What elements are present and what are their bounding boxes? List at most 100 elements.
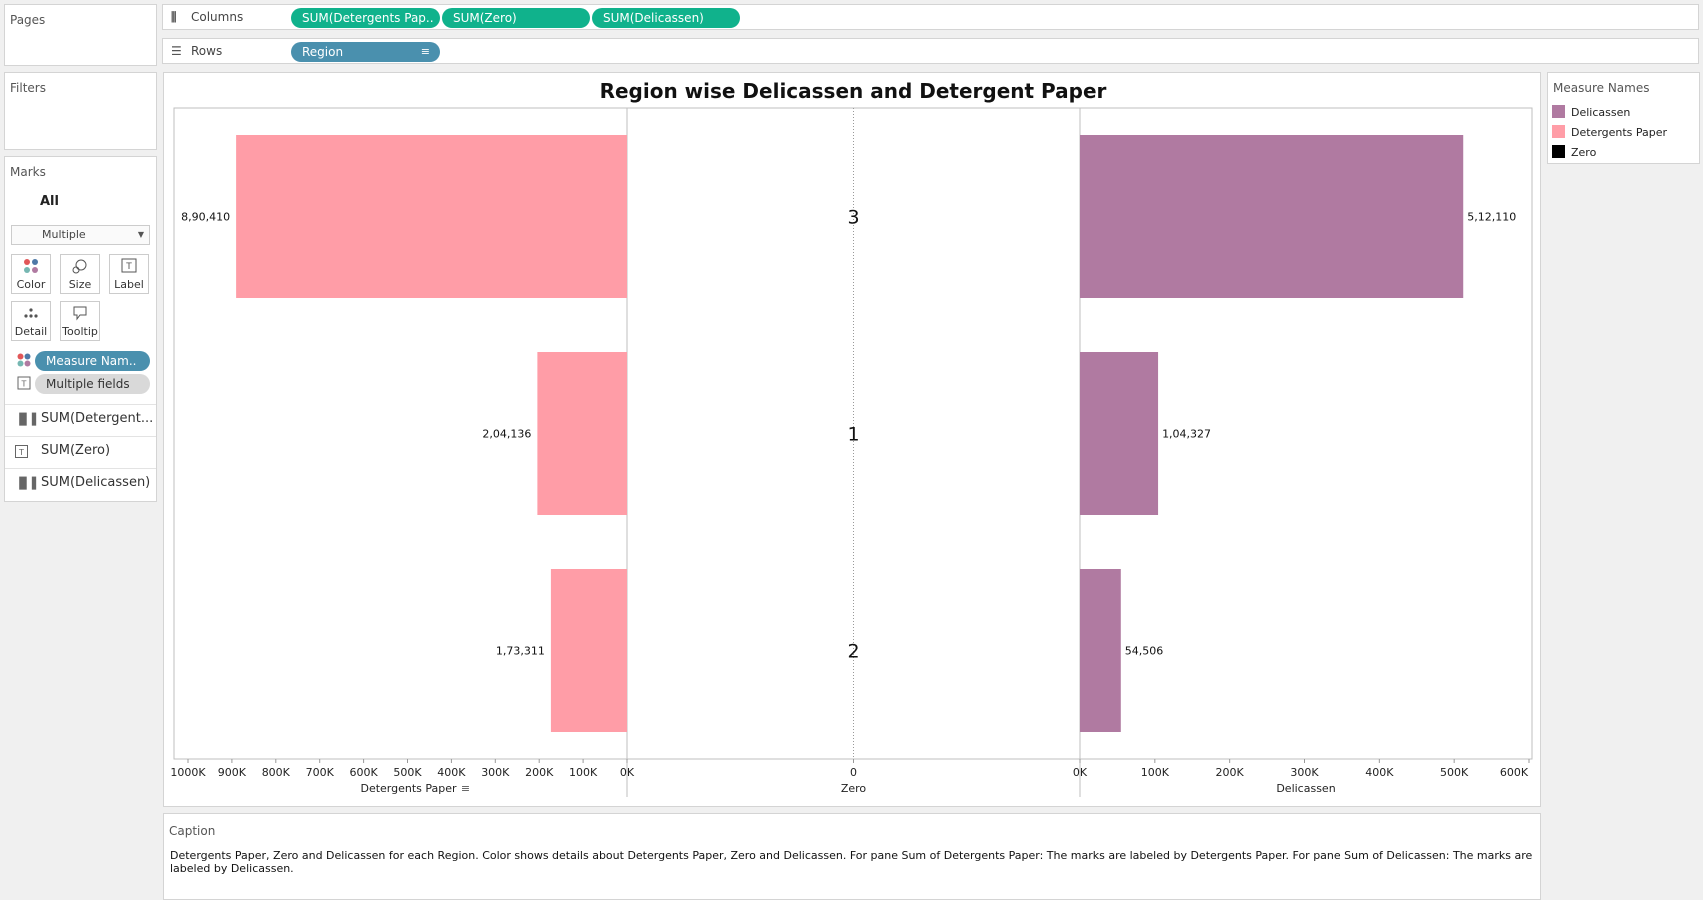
axis-title-zero: Zero: [841, 782, 867, 795]
color-encoding-icon: [17, 352, 31, 371]
marks-title: Marks: [10, 165, 46, 179]
multiple-fields-pill-label: Multiple fields: [46, 377, 130, 391]
row-pill-region-label: Region: [302, 45, 344, 59]
columns-label-text: Columns: [191, 10, 244, 24]
bar-delicassen: [1080, 569, 1121, 732]
sort-icon: ≡: [461, 782, 470, 795]
bar-icon: ▐▍▌: [15, 477, 41, 490]
legend-item-detergents[interactable]: Detergents Paper: [1552, 125, 1667, 139]
axis-tick-label: 500K: [393, 766, 422, 779]
filters-card[interactable]: Filters: [4, 72, 157, 150]
legend-label-detergents: Detergents Paper: [1571, 126, 1668, 139]
region-label: 1: [847, 424, 859, 446]
field-zero-label: SUM(Zero): [41, 443, 111, 458]
mark-type-dropdown[interactable]: Multiple ▼: [11, 225, 150, 245]
axis-tick-label: 600K: [349, 766, 378, 779]
axis-tick-label: 400K: [1365, 766, 1394, 779]
data-label-delicassen: 5,12,110: [1467, 211, 1516, 224]
bar-delicassen: [1080, 135, 1464, 298]
bar-delicassen: [1080, 352, 1159, 515]
color-label: Color: [16, 278, 46, 291]
field-zero[interactable]: T SUM(Zero): [5, 436, 156, 466]
label-label: Label: [114, 278, 144, 291]
bar-detergents-paper: [236, 135, 627, 298]
legend-title: Measure Names: [1553, 81, 1650, 95]
pages-card[interactable]: Pages: [4, 4, 157, 66]
pages-title: Pages: [10, 13, 46, 27]
axis-tick-label: 100K: [1141, 766, 1170, 779]
column-pill-zero[interactable]: SUM(Zero): [442, 8, 590, 28]
bar-detergents-paper: [537, 352, 627, 515]
legend-swatch-zero: [1552, 145, 1565, 158]
data-label-detergents-paper: 1,73,311: [496, 645, 545, 658]
rows-label-text: Rows: [191, 44, 223, 58]
caption-text: Detergents Paper, Zero and Delicassen fo…: [170, 849, 1533, 875]
axis-tick-label: 200K: [1216, 766, 1245, 779]
data-label-delicassen: 1,04,327: [1162, 428, 1211, 441]
chart-title: Region wise Delicassen and Detergent Pap…: [600, 79, 1107, 103]
axis-tick-label: 600K: [1500, 766, 1529, 779]
marks-card: Marks All Multiple ▼ Color Size T Label …: [4, 156, 157, 502]
field-detergents[interactable]: ▐▍▌ SUM(Detergent...: [5, 404, 156, 434]
column-pill-delicassen-label: SUM(Delicassen): [603, 11, 704, 25]
rows-icon: ☰: [171, 44, 182, 58]
field-delicassen[interactable]: ▐▍▌ SUM(Delicassen): [5, 468, 156, 498]
legend-item-zero[interactable]: Zero: [1552, 145, 1596, 159]
axis-tick-label: 0K: [1073, 766, 1088, 779]
region-label: 2: [847, 641, 859, 663]
tooltip-label: Tooltip: [62, 325, 98, 338]
detail-icon: [12, 305, 50, 325]
columns-icon: ⫼: [171, 10, 177, 24]
multiple-fields-pill[interactable]: Multiple fields: [35, 374, 150, 394]
column-pill-detergents[interactable]: SUM(Detergents Pap..: [291, 8, 440, 28]
rows-shelf-label: ☰ Rows: [171, 44, 222, 58]
row-pill-region[interactable]: Region ≡: [291, 42, 440, 62]
axis-tick-label: 1000K: [170, 766, 206, 779]
data-label-detergents-paper: 8,90,410: [181, 211, 230, 224]
legend-label-zero: Zero: [1571, 146, 1597, 159]
legend-card: Measure Names Delicassen Detergents Pape…: [1547, 72, 1700, 164]
axis-tick-label: 300K: [481, 766, 510, 779]
bar-icon: ▐▍▌: [15, 413, 41, 426]
view-panel: Region wise Delicassen and Detergent Pap…: [163, 72, 1541, 807]
caption-title: Caption: [169, 824, 216, 838]
axis-tick-label: 400K: [437, 766, 466, 779]
size-button[interactable]: Size: [60, 254, 100, 294]
axis-tick-label: 200K: [525, 766, 554, 779]
rows-shelf[interactable]: ☰ Rows Region ≡: [162, 38, 1699, 64]
data-label-delicassen: 54,506: [1125, 645, 1164, 658]
chevron-down-icon: ▼: [137, 230, 144, 239]
column-pill-delicassen[interactable]: SUM(Delicassen): [592, 8, 740, 28]
svg-text:T: T: [125, 262, 132, 272]
legend-label-delicassen: Delicassen: [1571, 106, 1631, 119]
label-encoding-icon: T: [17, 375, 31, 394]
chart-svg: Region wise Delicassen and Detergent Pap…: [170, 79, 1533, 797]
marks-all-label[interactable]: All: [40, 194, 59, 209]
color-icon: [12, 258, 50, 278]
sort-icon: ≡: [420, 45, 430, 58]
size-label: Size: [68, 278, 92, 291]
axis-tick-label: 800K: [262, 766, 291, 779]
axis-title-detergents: Detergents Paper: [360, 782, 457, 795]
color-button[interactable]: Color: [11, 254, 51, 294]
column-pill-zero-label: SUM(Zero): [453, 11, 517, 25]
filters-title: Filters: [10, 81, 46, 95]
label-button[interactable]: T Label: [109, 254, 149, 294]
tooltip-button[interactable]: Tooltip: [60, 301, 100, 341]
legend-item-delicassen[interactable]: Delicassen: [1552, 105, 1630, 119]
data-label-detergents-paper: 2,04,136: [482, 428, 531, 441]
detail-button[interactable]: Detail: [11, 301, 51, 341]
field-detergents-label: SUM(Detergent...: [41, 411, 154, 426]
columns-shelf[interactable]: ⫼ Columns SUM(Detergents Pap.. SUM(Zero) …: [162, 4, 1699, 30]
axis-tick-label: 0: [850, 766, 857, 779]
tooltip-icon: [61, 305, 99, 325]
caption-card: Caption Detergents Paper, Zero and Delic…: [163, 813, 1541, 900]
axis-tick-label: 0K: [620, 766, 635, 779]
axis-title-delicassen: Delicassen: [1276, 782, 1335, 795]
size-icon: [61, 258, 99, 278]
column-pill-detergents-label: SUM(Detergents Pap..: [302, 11, 434, 25]
axis-tick-label: 700K: [306, 766, 335, 779]
detail-label: Detail: [14, 325, 48, 338]
measure-names-pill[interactable]: Measure Nam..: [35, 351, 150, 371]
field-delicassen-label: SUM(Delicassen): [41, 475, 151, 490]
